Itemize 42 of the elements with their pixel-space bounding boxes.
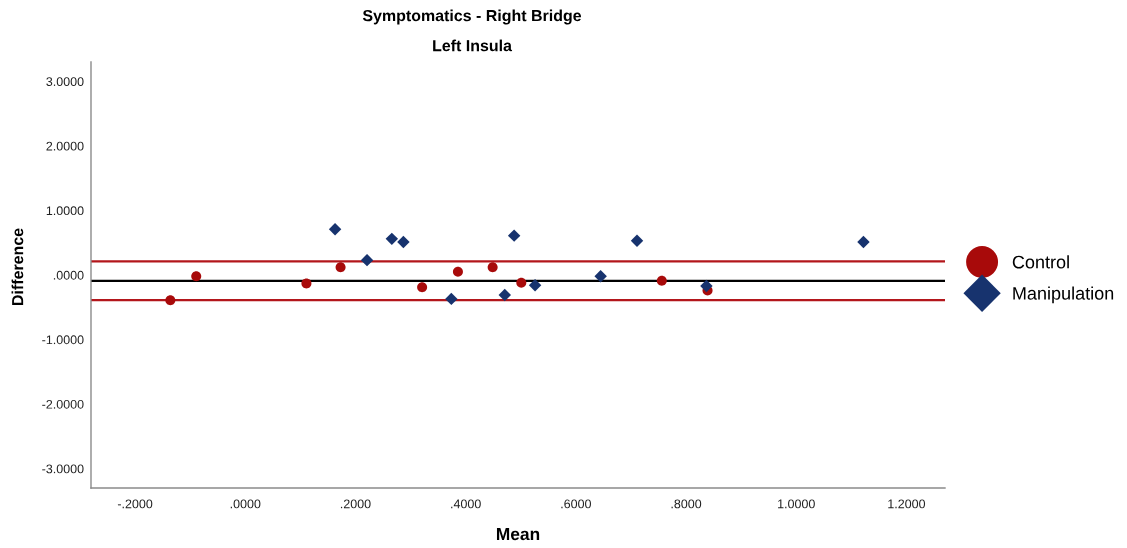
point [528, 279, 542, 292]
point [165, 295, 176, 306]
y-tick-label: -3.0000 [42, 464, 84, 474]
y-tick-label: 2.0000 [46, 141, 84, 151]
point [700, 279, 713, 293]
point [507, 229, 521, 242]
legend-label: Control [1012, 255, 1069, 269]
point [301, 278, 312, 289]
point [487, 262, 498, 273]
point [630, 234, 644, 247]
y-tick-label: -2.0000 [42, 399, 84, 409]
x-tick-label: .0000 [230, 499, 261, 509]
point [452, 266, 463, 277]
point [360, 253, 374, 267]
point [397, 235, 410, 249]
y-tick-label: .0000 [53, 270, 84, 280]
x-tick-label: .8000 [671, 499, 702, 509]
point [417, 282, 428, 293]
chart-subtitle: Left Insula [433, 39, 513, 52]
point [656, 275, 667, 286]
point [516, 277, 527, 288]
point [385, 232, 399, 246]
point [445, 292, 458, 306]
y-tick-label: 1.0000 [46, 206, 84, 216]
x-tick-label: 1.2000 [888, 499, 926, 509]
x-tick-label: .6000 [561, 499, 591, 509]
point [191, 271, 202, 282]
legend-label: Manipulation [1013, 286, 1114, 304]
x-tick-label: .2000 [340, 499, 371, 509]
x-axis-title: Mean [496, 528, 540, 541]
point [498, 288, 511, 302]
point [328, 222, 342, 236]
x-tick-label: -.2000 [117, 499, 153, 509]
point [857, 235, 870, 249]
point [594, 270, 607, 283]
x-tick-label: 1.0000 [778, 499, 815, 509]
y-tick-label: -1.0000 [42, 335, 84, 345]
x-tick-label: .4000 [451, 499, 481, 509]
y-tick-label: 3.0000 [46, 77, 84, 87]
y-axis-title: Difference [11, 228, 24, 305]
chart-title: Symptomatics - Right Bridge [362, 9, 582, 25]
point [335, 262, 346, 273]
